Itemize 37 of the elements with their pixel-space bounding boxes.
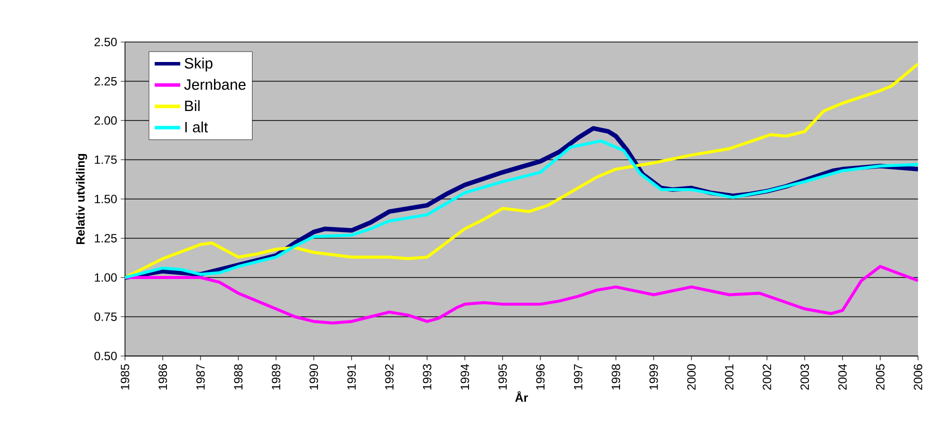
y-tick-label: 2.25 xyxy=(94,77,117,86)
x-axis-title: År xyxy=(515,391,528,402)
y-tick-label: 2.00 xyxy=(94,116,117,125)
x-tick-label: 2002 xyxy=(762,364,772,390)
x-tick-label: 2004 xyxy=(838,364,847,390)
y-tick-label: 1.50 xyxy=(94,194,117,204)
x-tick-label: 1996 xyxy=(536,364,545,390)
x-tick-label: 2006 xyxy=(914,364,922,390)
x-tick-label: 2000 xyxy=(687,364,696,390)
legend-label: Skip xyxy=(184,58,212,72)
x-tick-label: 1991 xyxy=(347,364,356,390)
x-tick-label: 1999 xyxy=(649,364,658,390)
x-tick-label: 1990 xyxy=(310,364,318,390)
x-tick-label: 1998 xyxy=(612,364,620,390)
legend-label: Jernbane xyxy=(184,78,246,90)
y-tick-label: 1.00 xyxy=(94,273,117,282)
y-axis-title: Relativ utvikling xyxy=(76,154,88,244)
y-tick-label: 0.50 xyxy=(94,352,117,360)
x-tick-label: 1986 xyxy=(158,364,167,390)
y-tick-label: 1.25 xyxy=(94,234,117,242)
x-tick-label: 2001 xyxy=(724,364,734,390)
x-tick-label: 1987 xyxy=(196,364,205,390)
x-tick-label: 1985 xyxy=(120,364,130,390)
x-tick-label: 1993 xyxy=(422,364,432,390)
x-tick-label: 1989 xyxy=(272,364,280,390)
x-tick-label: 1994 xyxy=(460,364,470,390)
y-tick-label: 2.50 xyxy=(94,38,117,46)
legend-label: I alt xyxy=(185,121,208,132)
legend-label: Bil xyxy=(185,100,200,111)
y-tick-label: 0.75 xyxy=(94,312,117,321)
x-tick-label: 2005 xyxy=(876,364,884,390)
x-tick-label: 1988 xyxy=(234,364,243,390)
x-tick-label: 1992 xyxy=(385,364,394,390)
x-tick-label: 1995 xyxy=(498,364,507,390)
x-tick-label: 2003 xyxy=(800,364,809,390)
y-tick-label: 1.75 xyxy=(94,156,117,164)
x-tick-label: 1997 xyxy=(574,364,582,390)
